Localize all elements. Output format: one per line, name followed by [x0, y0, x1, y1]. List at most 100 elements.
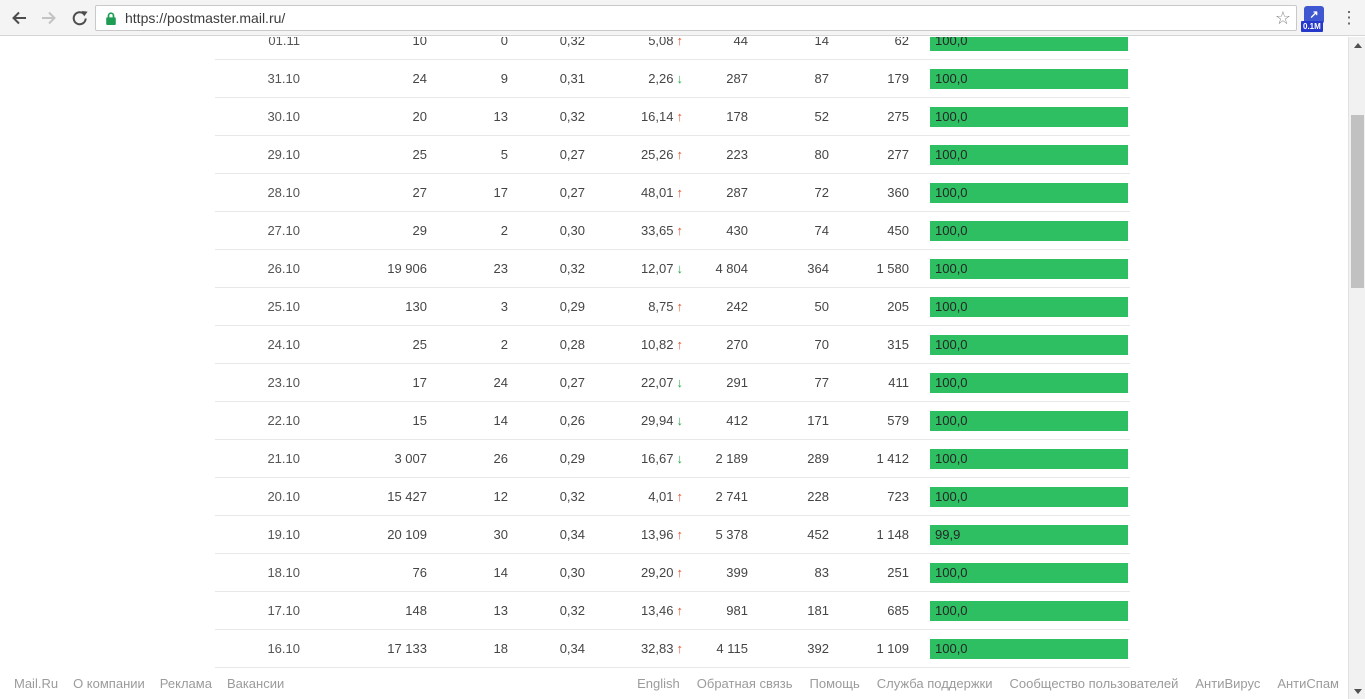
table-row: 01.11 10 0 0,32 5,08 ↑ 44 14 62 100,0 [215, 37, 1130, 60]
value-cell: 76 [412, 565, 427, 580]
value-cell: 242 [726, 299, 748, 314]
scrollbar-down-button[interactable] [1349, 683, 1365, 699]
value-cell: 1 580 [876, 261, 909, 276]
value-cell: 26 [493, 451, 508, 466]
value-cell: 80 [814, 147, 829, 162]
delta-cell: 32,83 ↑ [585, 641, 685, 656]
back-button[interactable] [6, 6, 32, 30]
value-cell: 62 [894, 37, 909, 48]
bar-label: 100,0 [935, 147, 968, 162]
footer-link[interactable]: АнтиСпам [1277, 676, 1339, 691]
value-cell: 30 [493, 527, 508, 542]
value-cell: 181 [807, 603, 829, 618]
value-cell: 13 [493, 603, 508, 618]
delta-value: 16,67 [640, 451, 674, 466]
value-cell: 289 [807, 451, 829, 466]
footer-link[interactable]: Помощь [809, 676, 860, 691]
footer-link[interactable]: Mail.Ru [14, 676, 59, 691]
value-cell: 685 [887, 603, 909, 618]
value-cell: 392 [807, 641, 829, 656]
footer-link[interactable]: Вакансии [226, 676, 285, 691]
trend-up-icon: ↑ [676, 109, 684, 124]
table-row: 16.10 17 133 18 0,34 32,83 ↑ 4 115 392 1 109 100,… [215, 630, 1130, 668]
delta-value: 13,46 [640, 603, 674, 618]
value-cell: 0,27 [559, 185, 585, 200]
trend-down-icon: ↓ [676, 71, 684, 86]
footer-link[interactable]: Обратная связь [696, 676, 793, 691]
value-cell: 18 [493, 641, 508, 656]
extension-icon[interactable]: ↗ 0.1M [1301, 6, 1324, 32]
bar-label: 100,0 [935, 565, 968, 580]
scrollbar-up-button[interactable] [1349, 37, 1365, 53]
delta-value: 33,65 [640, 223, 674, 238]
bar-label: 100,0 [935, 337, 968, 352]
bar-label: 100,0 [935, 489, 968, 504]
bar-cell: 100,0 [909, 37, 1130, 51]
delivery-rate-bar: 99,9 [930, 524, 1128, 545]
delta-cell: 10,82 ↑ [585, 337, 685, 352]
trend-down-icon: ↓ [676, 451, 684, 466]
footer-link[interactable]: Сообщество пользователей [1009, 676, 1179, 691]
value-cell: 27 [412, 185, 427, 200]
table-row: 20.10 15 427 12 0,32 4,01 ↑ 2 741 228 723 100,0 [215, 478, 1130, 516]
value-cell: 14 [814, 37, 829, 48]
bar-label: 100,0 [935, 603, 968, 618]
delta-value: 29,20 [640, 565, 674, 580]
bar-label: 100,0 [935, 375, 968, 390]
footer-link[interactable]: Реклама [159, 676, 212, 691]
delta-cell: 4,01 ↑ [585, 489, 685, 504]
date-cell: 21.10 [267, 451, 300, 466]
chrome-menu-icon[interactable]: ⋮ [1340, 8, 1358, 27]
delta-cell: 16,67 ↓ [585, 451, 685, 466]
trend-up-icon: ↑ [676, 565, 684, 580]
value-cell: 2 189 [715, 451, 748, 466]
value-cell: 0,30 [559, 223, 585, 238]
value-cell: 0,29 [559, 299, 585, 314]
value-cell: 360 [887, 185, 909, 200]
trend-up-icon: ↑ [676, 185, 684, 200]
value-cell: 1 148 [876, 527, 909, 542]
value-cell: 0,34 [559, 641, 585, 656]
bar-label: 100,0 [935, 413, 968, 428]
value-cell: 74 [814, 223, 829, 238]
delta-cell: 12,07 ↓ [585, 261, 685, 276]
bookmark-star-icon[interactable]: ☆ [1274, 8, 1291, 28]
url-text: https://postmaster.mail.ru/ [125, 10, 286, 26]
delta-value: 48,01 [640, 185, 674, 200]
value-cell: 277 [887, 147, 909, 162]
footer-right-links: English Обратная связь Помощь Служба поддер… [637, 676, 1339, 691]
value-cell: 430 [726, 223, 748, 238]
trend-down-icon: ↓ [676, 261, 684, 276]
scrollbar-thumb[interactable] [1351, 115, 1364, 288]
table-row: 23.10 17 24 0,27 22,07 ↓ 291 77 411 100,0 [215, 364, 1130, 402]
footer-link[interactable]: О компании [73, 676, 145, 691]
date-cell: 18.10 [267, 565, 300, 580]
value-cell: 0 [500, 37, 508, 48]
delta-cell: 5,08 ↑ [585, 37, 685, 48]
delta-value: 16,14 [640, 109, 674, 124]
bar-label: 99,9 [935, 527, 961, 542]
delta-value: 12,07 [640, 261, 674, 276]
delta-cell: 29,20 ↑ [585, 565, 685, 580]
reload-button[interactable] [66, 6, 92, 30]
value-cell: 2 [500, 223, 508, 238]
scroll-down-icon [1353, 688, 1362, 694]
value-cell: 72 [814, 185, 829, 200]
value-cell: 0,30 [559, 565, 585, 580]
delta-cell: 8,75 ↑ [585, 299, 685, 314]
bar-cell: 100,0 [909, 486, 1130, 507]
address-bar[interactable]: https://postmaster.mail.ru/ ☆ [95, 5, 1297, 31]
footer-link[interactable]: English [637, 676, 680, 691]
forward-button[interactable] [36, 6, 62, 30]
bar-label: 100,0 [935, 261, 968, 276]
value-cell: 291 [726, 375, 748, 390]
footer-link[interactable]: АнтиВирус [1195, 676, 1261, 691]
bar-label: 100,0 [935, 451, 968, 466]
date-cell: 30.10 [267, 109, 300, 124]
vertical-scrollbar[interactable] [1348, 37, 1365, 699]
value-cell: 179 [887, 71, 909, 86]
footer-link[interactable]: Служба поддержки [876, 676, 993, 691]
date-cell: 23.10 [267, 375, 300, 390]
date-cell: 29.10 [267, 147, 300, 162]
value-cell: 2 [500, 337, 508, 352]
